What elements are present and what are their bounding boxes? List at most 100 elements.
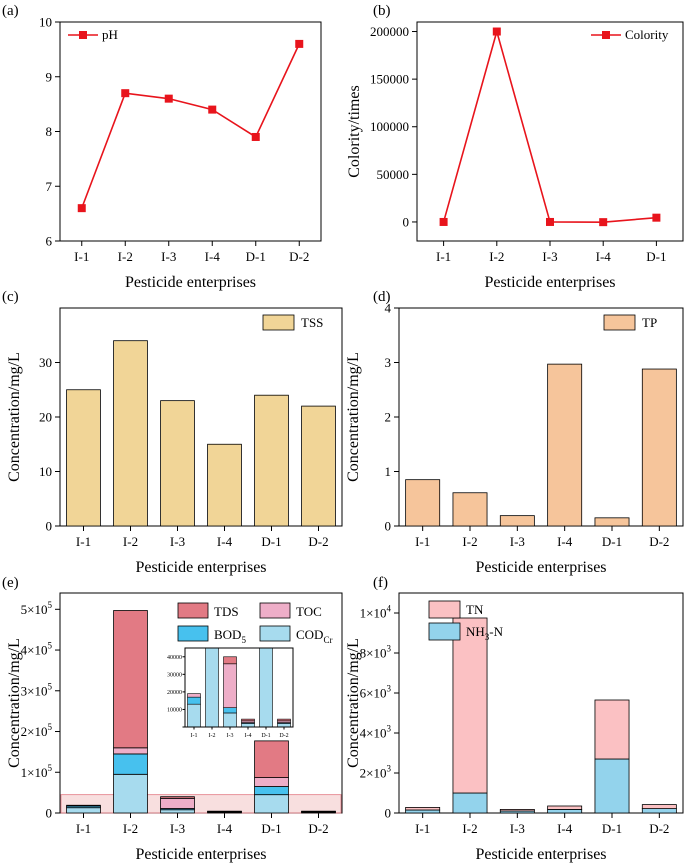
x-tick-label: I-2 — [118, 249, 133, 264]
x-axis-title: Pesticide enterprises — [125, 274, 256, 291]
y-tick-label: 2 — [385, 410, 392, 425]
legend-name: TOC — [296, 604, 322, 619]
plot-frame — [416, 21, 684, 242]
data-point — [251, 132, 260, 141]
x-tick-label: I-4 — [596, 249, 612, 264]
y-axis-title: Concentration/mg/L — [6, 638, 23, 768]
y-tick-label: 200000 — [370, 24, 409, 39]
y-tick-exponent: 5 — [48, 641, 53, 651]
y-tick-label: 8 — [46, 124, 53, 139]
inset-bar-cod — [259, 648, 273, 727]
plot-frame — [59, 307, 343, 527]
x-axis-title: Pesticide enterprises — [135, 559, 266, 576]
legend-name: BOD — [214, 627, 241, 642]
y-tick-label: 6×103 — [360, 684, 392, 701]
panel-label: (c) — [2, 289, 19, 305]
x-tick-label: I-4 — [557, 821, 573, 836]
x-tick-label: I-3 — [170, 821, 185, 836]
bar-nh — [594, 758, 630, 814]
y-tick-base: 0 — [385, 806, 392, 821]
inset-bar-toc — [223, 663, 237, 708]
bar-tds — [160, 796, 195, 799]
bar-bod — [113, 753, 148, 775]
panel-label: (e) — [2, 575, 19, 591]
x-tick-label: I-2 — [462, 534, 477, 549]
panel-label: (b) — [373, 3, 391, 19]
data-point — [652, 213, 661, 222]
x-tick-label: I-1 — [436, 249, 451, 264]
legend-label: TOC — [296, 604, 322, 619]
y-tick-label: 1×104 — [360, 604, 392, 621]
y-tick-base: 8×10 — [360, 646, 387, 661]
bar-tp — [405, 479, 441, 527]
x-tick-label: I-3 — [510, 534, 525, 549]
bar-tp — [594, 517, 630, 527]
plot-frame — [398, 307, 684, 527]
legend-name: TDS — [214, 604, 239, 619]
x-tick-label: D-1 — [261, 534, 281, 549]
inset-x-tick-label: I-3 — [227, 733, 234, 739]
legend-label: TP — [642, 315, 657, 330]
y-tick-label: 1 — [385, 464, 392, 479]
bar-cod — [254, 794, 289, 814]
legend-label: TDS — [214, 604, 239, 619]
legend-name: COD — [296, 627, 323, 642]
legend-name: NH — [466, 624, 485, 639]
y-tick-base: 5×10 — [21, 602, 48, 617]
legend-name: TN — [466, 602, 484, 617]
legend-swatch — [428, 600, 461, 619]
y-tick-label: 8×103 — [360, 644, 392, 661]
x-tick-label: D-2 — [308, 534, 328, 549]
y-tick-label: 1×105 — [21, 763, 53, 780]
x-axis-title: Pesticide enterprises — [475, 559, 606, 576]
y-tick-label: 100000 — [370, 119, 409, 134]
x-tick-label: I-1 — [76, 821, 91, 836]
legend-swatch — [177, 602, 209, 619]
x-tick-label: I-1 — [76, 534, 91, 549]
bar-tn — [499, 809, 535, 812]
x-tick-label: I-2 — [489, 249, 504, 264]
y-tick-label: 0 — [46, 806, 53, 821]
bar-tds — [254, 740, 289, 778]
bar-tn — [594, 699, 630, 760]
bar-tss — [301, 405, 336, 527]
inset-bar-cod — [223, 712, 237, 727]
x-tick-label: I-1 — [415, 821, 430, 836]
y-tick-exponent: 5 — [48, 600, 53, 610]
y-tick-label: 2×105 — [21, 722, 53, 739]
inset-y-tick-label: 20000 — [167, 690, 182, 696]
x-tick-label: I-1 — [74, 249, 89, 264]
x-tick-label: D-1 — [602, 534, 622, 549]
x-tick-label: D-1 — [246, 249, 266, 264]
bar-nh — [405, 809, 441, 814]
bar-tn — [452, 617, 488, 794]
legend-swatch — [603, 314, 636, 331]
bar-tss — [207, 443, 242, 527]
data-point — [208, 105, 217, 114]
y-tick-base: 4×10 — [21, 643, 48, 658]
legend-subscript: Cr — [323, 635, 332, 645]
data-point — [492, 27, 501, 36]
inset-y-tick-label: 40000 — [167, 655, 182, 661]
x-tick-label: D-2 — [308, 821, 328, 836]
y-tick-label: 150000 — [370, 72, 409, 87]
series-line — [442, 28, 657, 223]
panel-label: (d) — [373, 289, 391, 305]
bar-tn — [547, 805, 583, 810]
y-tick-exponent: 3 — [387, 764, 392, 774]
legend-label: TN — [466, 602, 484, 617]
y-tick-label: 50000 — [377, 167, 410, 182]
bar-tn — [641, 804, 677, 809]
data-point — [439, 217, 448, 226]
inset-bar-cod — [241, 723, 255, 727]
y-tick-label: 0 — [385, 519, 392, 534]
x-axis-title: Pesticide enterprises — [484, 274, 615, 291]
inset-x-tick-label: I-2 — [209, 733, 216, 739]
x-axis-title: Pesticide enterprises — [135, 846, 266, 863]
y-tick-exponent: 4 — [387, 604, 392, 614]
panel-a: (a) 6 7 8 9 10 I-1 I-2 I-3 I-4 D-1 D-2 Pesticide ent… — [2, 3, 322, 291]
y-tick-label: 2×103 — [360, 764, 392, 781]
data-point — [599, 218, 608, 227]
